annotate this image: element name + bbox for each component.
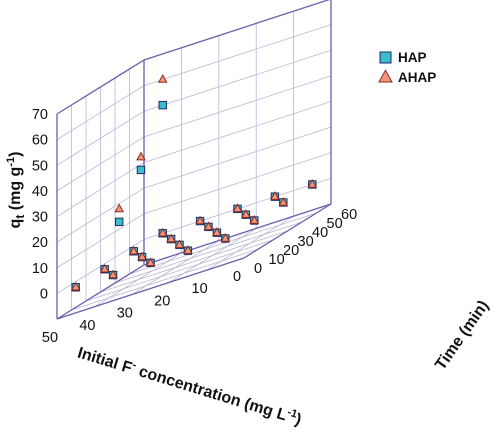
x-tick-label: 10 [192,281,208,297]
grid-line [143,24,332,87]
x-tick-label: 50 [42,330,58,346]
z-axis-title: qt (mg g-1) [5,152,27,229]
ahap-point [137,251,147,261]
ahap-point [183,245,193,254]
y-tick-label: 10 [269,252,285,268]
y-tick-label: 60 [341,207,357,223]
ahap-point [157,227,168,237]
grid-line [114,221,303,284]
z-tick-label: 20 [32,235,48,251]
grid-line [100,230,288,293]
frame-edge [56,264,145,320]
grid-line [143,49,332,112]
ahap-point [174,239,185,249]
grid-line [56,136,145,192]
ahap-point [166,233,176,243]
ahap-point [145,257,156,267]
grid-line [143,75,332,138]
ahap-point [128,245,139,255]
x-axis-title: Initial F- concentration (mg L-1) [75,343,303,429]
ahap-point [270,191,280,200]
y-tick-label: 40 [312,225,328,241]
ahap-point [241,209,251,218]
y-tick-label: 30 [298,234,314,250]
y-tick-label: 50 [327,216,343,232]
frame-edge [143,0,331,61]
ahap-point [136,151,146,161]
grid-line [56,162,145,217]
frame-edge [56,257,245,320]
hap-point [136,165,146,175]
ahap-point [114,203,125,213]
grid-line [143,126,332,189]
ahap-point [203,221,214,231]
x-tick-label: 0 [233,269,241,285]
grid-line [85,239,274,302]
legend-label-hap: HAP [398,50,427,65]
hap-point [115,217,124,227]
legend: HAP AHAP [378,50,436,85]
z-tick-label: 70 [32,107,48,123]
grid-line [56,187,145,243]
ahap-point [307,178,318,188]
ahap-point [99,263,110,273]
x-tick-label: 40 [79,318,95,334]
z-tick-label: 50 [32,158,48,174]
x-tick-label: 20 [154,293,170,309]
grid-line [56,110,145,166]
frame-edge [243,203,332,259]
y-tick-label: 0 [254,261,262,277]
z-tick-label: 60 [32,133,48,149]
ahap-point [108,269,118,279]
box-frame [56,0,332,320]
ahap-point [278,196,289,206]
frame-edge [56,59,145,115]
legend-label-ahap: AHAP [398,70,436,85]
grid-line [56,85,145,140]
ahap-point [212,227,222,236]
grid-lines [56,0,332,320]
grid-line [71,248,259,311]
grid-line [129,212,317,275]
ahap-point [195,215,205,225]
grid-line [143,101,332,163]
ahap-point [232,203,243,213]
ahap-point [220,232,231,242]
ahap-point [70,281,81,291]
y-axis-title: Time (min) [432,298,492,374]
hap-point [158,100,167,110]
legend-marker-ahap [378,69,393,83]
grid-line [143,152,332,215]
grid-line [56,213,145,269]
z-tick-label: 30 [32,210,48,226]
data-points [70,74,318,292]
legend-marker-hap [379,51,392,64]
x-tick-label: 30 [117,306,133,322]
ahap-point [249,214,260,224]
frame-edge [143,203,332,266]
z-tick-label: 10 [32,261,48,277]
z-tick-label: 40 [32,184,48,200]
y-tick-label: 20 [283,243,299,259]
ahap-point [157,74,168,83]
z-tick-label: 0 [40,286,48,302]
